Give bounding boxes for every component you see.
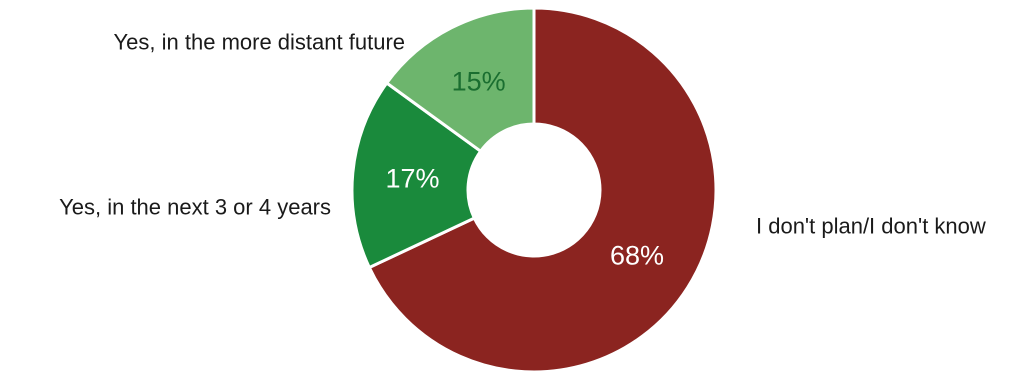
slice-yes-in-the-more-distant-future [385,6,536,153]
value-label-yes-in-the-more-distant-future: 15% [452,66,506,96]
donut-slices [350,6,718,374]
slice-i-don-t-plan-i-don-t-know [367,6,718,374]
donut-category-labels: I don't plan/I don't know Yes, in the nex… [59,30,986,239]
category-label-yes-in-the-next-3-or-4-years: Yes, in the next 3 or 4 years [59,195,331,220]
value-label-yes-in-the-next-3-or-4-years: 17% [386,164,440,194]
donut-value-labels: 68% 17% 15% [386,66,665,270]
value-label-i-don-t-plan-i-don-t-know: 68% [610,240,664,270]
category-label-i-don-t-plan-i-don-t-know: I don't plan/I don't know [756,214,986,239]
category-label-yes-in-the-more-distant-future: Yes, in the more distant future [114,30,405,55]
